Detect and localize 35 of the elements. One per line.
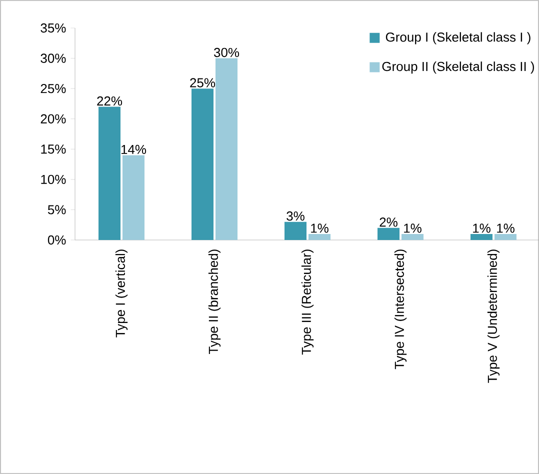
bar [402, 234, 424, 240]
x-tick-label: Type IV (Intersected) [394, 250, 407, 370]
bar [122, 155, 144, 240]
y-tick-label: 35% [40, 23, 66, 33]
bar [470, 234, 493, 240]
bar [192, 88, 214, 240]
data-label: 1% [404, 224, 422, 233]
data-label: 30% [214, 48, 240, 58]
bar [98, 106, 120, 240]
legend-label: Group II (Skeletal class II ) [382, 62, 534, 74]
x-tick-label: Type V (Undetermined) [487, 250, 500, 383]
data-label: 2% [380, 218, 398, 227]
bar [216, 58, 238, 240]
y-tick-label: 15% [41, 144, 66, 154]
y-tick-label: 0% [48, 235, 66, 245]
x-tick-label: Type I (vertical) [115, 250, 128, 338]
bar [378, 228, 400, 240]
y-tick-label: 25% [40, 84, 66, 94]
data-label: 3% [286, 211, 304, 221]
data-label: 14% [121, 144, 146, 154]
y-tick-label: 5% [48, 205, 66, 214]
data-label: 1% [311, 224, 328, 233]
y-tick-label: 20% [40, 114, 66, 124]
y-tick-label: 30% [40, 54, 66, 63]
data-label: 25% [190, 78, 216, 88]
y-tick-label: 10% [41, 174, 66, 184]
x-tick-label: Type III (Reticular) [301, 250, 314, 355]
bar [494, 234, 517, 240]
x-tick-label: Type II (branched) [208, 250, 221, 354]
data-label: 22% [97, 96, 122, 106]
bar [284, 222, 307, 240]
data-label: 1% [473, 224, 490, 233]
legend-label: Group I (Skeletal class I ) [386, 32, 530, 44]
data-label: 1% [497, 224, 514, 233]
bar [308, 234, 331, 240]
